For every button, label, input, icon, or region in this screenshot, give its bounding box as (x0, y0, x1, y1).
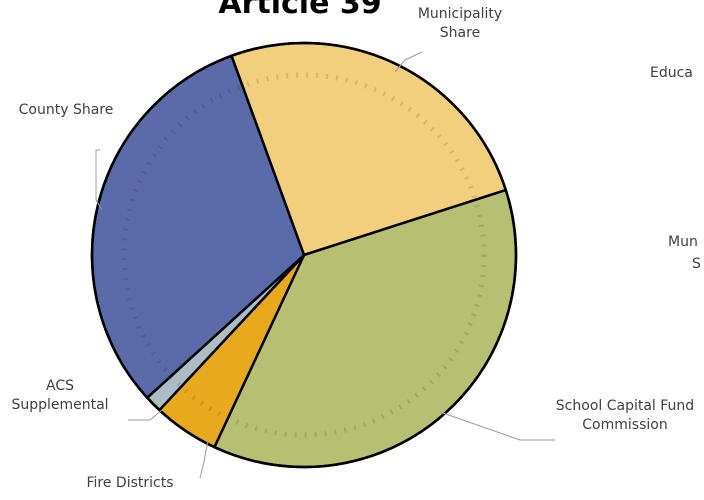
slice-label: Municipality Share (417, 6, 503, 41)
chart-title: Article 39 (218, 0, 382, 21)
clipped-label: Mun (668, 234, 698, 250)
clipped-label: S (692, 256, 701, 272)
clipped-label: Educa (650, 65, 693, 81)
leader-lines (95, 51, 555, 479)
slice-label: Fire Districts (86, 475, 174, 491)
slice-label: School Capital Fund Commission (555, 398, 695, 433)
slice-label: ACS Supplemental (11, 378, 109, 413)
slice-label: County Share (18, 102, 114, 118)
